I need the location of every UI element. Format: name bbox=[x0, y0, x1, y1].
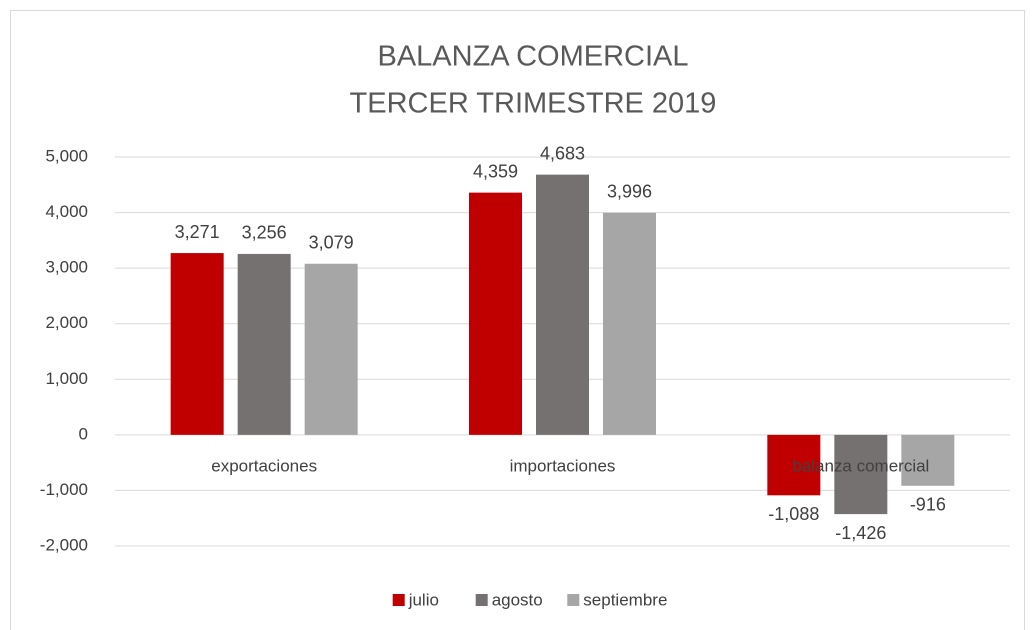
value-label: 4,683 bbox=[540, 143, 585, 163]
chart-title: BALANZA COMERCIAL bbox=[377, 41, 688, 73]
bar bbox=[237, 253, 291, 435]
chart-subtitle: TERCER TRIMESTRE 2019 bbox=[350, 88, 717, 120]
value-label: -916 bbox=[910, 495, 946, 515]
value-label: 3,271 bbox=[175, 222, 220, 242]
bar bbox=[536, 174, 589, 435]
value-label: 3,256 bbox=[242, 223, 287, 243]
legend-swatch bbox=[567, 594, 580, 606]
value-label: -1,426 bbox=[835, 523, 886, 543]
bar bbox=[170, 253, 224, 435]
y-tick-label: 5,000 bbox=[45, 146, 88, 165]
y-tick-label: 2,000 bbox=[45, 313, 88, 332]
legend-swatch bbox=[392, 594, 405, 606]
x-tick-label: exportaciones bbox=[211, 456, 317, 475]
y-tick-label: -2,000 bbox=[40, 535, 88, 554]
bar bbox=[304, 263, 358, 435]
y-tick-label: 0 bbox=[79, 424, 88, 443]
y-tick-label: 3,000 bbox=[45, 258, 88, 277]
legend-label: agosto bbox=[492, 590, 543, 609]
value-label: 3,996 bbox=[607, 182, 652, 202]
legend-swatch bbox=[475, 594, 488, 606]
legend-label: septiembre bbox=[583, 590, 667, 609]
legend-label: julio bbox=[408, 590, 439, 609]
y-tick-label: 4,000 bbox=[45, 202, 88, 221]
bar bbox=[767, 434, 821, 496]
x-tick-label: importaciones bbox=[510, 456, 616, 475]
x-tick-label: balanza comercial bbox=[792, 456, 929, 475]
value-label: -1,088 bbox=[768, 504, 819, 524]
value-label: 4,359 bbox=[473, 161, 518, 181]
y-tick-label: 1,000 bbox=[45, 369, 88, 388]
bar bbox=[901, 434, 955, 486]
bar bbox=[469, 192, 522, 435]
bar bbox=[834, 434, 888, 515]
y-tick-label: -1,000 bbox=[40, 480, 88, 499]
value-label: 3,079 bbox=[309, 233, 354, 253]
bar bbox=[603, 212, 656, 435]
